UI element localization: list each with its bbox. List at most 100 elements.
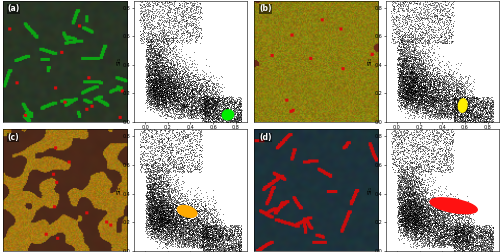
Point (402, 78, 410, 82)
Point (170, 212, 177, 216)
Point (463, 108, 471, 112)
Point (221, 106, 229, 110)
Point (220, 119, 228, 123)
Point (222, 107, 230, 111)
Point (450, 209, 458, 213)
Point (207, 92, 215, 96)
Point (146, 30, 154, 35)
Point (236, 229, 244, 233)
Point (472, 94, 480, 99)
Point (406, 37, 413, 41)
Point (461, 119, 469, 123)
Point (418, 51, 426, 55)
Point (145, 196, 153, 200)
Point (423, 97, 431, 101)
Point (414, 101, 422, 105)
Point (420, 69, 428, 73)
Point (148, 71, 156, 75)
Point (417, 83, 425, 87)
Point (197, 98, 205, 102)
Point (402, 42, 409, 46)
Point (150, 60, 158, 65)
Point (158, 221, 166, 225)
Point (168, 56, 175, 60)
Point (164, 91, 172, 95)
Point (425, 244, 433, 248)
Point (150, 213, 158, 217)
Point (178, 104, 186, 108)
Point (410, 209, 418, 213)
Point (181, 218, 189, 223)
Point (145, 207, 153, 211)
Point (142, 92, 150, 96)
Point (208, 111, 216, 115)
Point (428, 188, 436, 192)
Point (164, 109, 172, 113)
Point (403, 80, 411, 84)
Point (432, 214, 440, 218)
Point (425, 2, 433, 6)
Point (486, 106, 494, 110)
Point (216, 113, 224, 117)
Point (473, 110, 481, 114)
Point (480, 105, 488, 109)
Point (439, 229, 447, 233)
Point (160, 197, 168, 201)
Point (174, 216, 182, 220)
Point (212, 115, 220, 119)
Point (453, 223, 461, 227)
Point (460, 224, 468, 228)
Point (454, 93, 462, 97)
Point (174, 244, 182, 248)
Point (418, 236, 426, 240)
Point (164, 90, 172, 94)
Point (212, 110, 220, 114)
Point (431, 110, 439, 114)
Point (152, 85, 160, 89)
Point (444, 93, 452, 97)
Point (452, 231, 460, 235)
Point (168, 232, 176, 236)
Point (164, 18, 172, 22)
Point (462, 243, 470, 247)
Point (143, 22, 151, 26)
Point (156, 179, 164, 183)
Point (424, 101, 432, 105)
Point (160, 77, 168, 81)
Point (400, 57, 408, 61)
Point (408, 76, 416, 80)
Point (208, 96, 216, 100)
Point (193, 222, 201, 226)
Point (428, 230, 436, 234)
Point (186, 203, 194, 207)
Point (408, 193, 416, 197)
Point (184, 85, 192, 89)
Point (174, 96, 182, 100)
Point (460, 117, 468, 121)
Point (463, 235, 471, 239)
Point (142, 161, 150, 165)
Point (481, 100, 489, 104)
Point (417, 34, 425, 38)
Point (420, 144, 428, 148)
Point (156, 76, 164, 80)
Point (174, 100, 182, 104)
Point (172, 88, 179, 92)
Point (450, 84, 458, 88)
Point (425, 110, 433, 114)
Point (410, 186, 418, 190)
Point (474, 114, 482, 118)
Point (150, 80, 158, 84)
Point (414, 101, 422, 105)
Point (158, 92, 166, 97)
Point (410, 130, 418, 134)
Point (419, 106, 427, 110)
Point (404, 228, 412, 232)
Point (194, 104, 202, 108)
Point (409, 222, 417, 226)
Point (438, 165, 446, 169)
Point (422, 153, 430, 157)
Point (189, 86, 197, 90)
Point (216, 241, 224, 245)
Point (422, 159, 430, 163)
